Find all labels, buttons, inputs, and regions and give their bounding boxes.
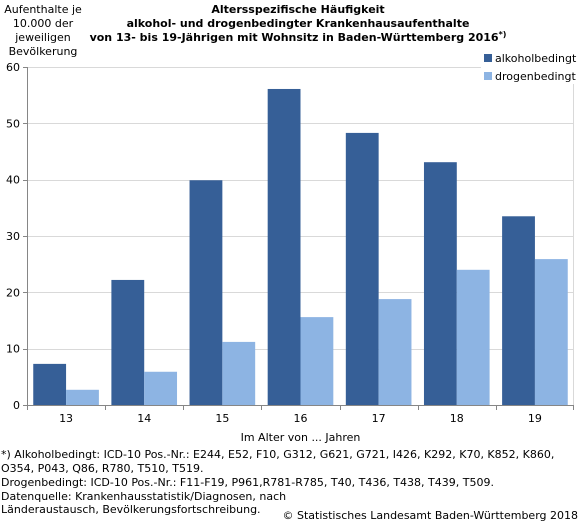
x-tick-label-18: 18	[450, 412, 464, 425]
bar-alkoholbedingt-14	[111, 279, 145, 405]
legend: alkoholbedingt drogenbedingt	[481, 50, 582, 84]
y-tick-label-60: 60	[6, 61, 20, 74]
x-axis-ticks: 13 14 15 16 17 18 19	[27, 405, 574, 425]
bar-drogenbedingt-19	[534, 259, 568, 405]
x-tick-label-13: 13	[59, 412, 73, 425]
copyright: © Statistisches Landesamt Baden-Württemb…	[282, 509, 578, 522]
bar-alkoholbedingt-13	[33, 363, 67, 405]
y-axis-label-line-3: jeweiligen	[14, 31, 71, 44]
y-tick-label-0: 0	[13, 399, 20, 412]
chart-title-line-3-text: von 13- bis 19-Jährigen mit Wohnsitz in …	[90, 31, 499, 44]
x-tick-label-19: 19	[528, 412, 542, 425]
y-axis-ticks: 0 10 20 30 40 50 60	[6, 61, 27, 412]
x-tick-label-14: 14	[137, 412, 151, 425]
y-tick-label-10: 10	[6, 343, 20, 356]
y-axis-label-line-4: Bevölkerung	[9, 45, 78, 58]
bar-drogenbedingt-18	[456, 269, 490, 405]
chart-title: Altersspezifische Häufigkeit alkohol- un…	[90, 3, 507, 44]
bars	[33, 88, 568, 405]
footnote-line-1: *) Alkoholbedingt: ICD-10 Pos.-Nr.: E244…	[1, 448, 554, 461]
bar-drogenbedingt-14	[144, 371, 178, 405]
legend-label-alkoholbedingt: alkoholbedingt	[495, 52, 577, 65]
bar-alkoholbedingt-18	[423, 162, 457, 405]
chart-title-line-1: Altersspezifische Häufigkeit	[211, 3, 384, 16]
axes	[27, 67, 574, 406]
bar-alkoholbedingt-17	[345, 132, 379, 405]
y-axis-label-line-1: Aufenthalte je	[4, 3, 82, 16]
legend-item-drogenbedingt: drogenbedingt	[484, 70, 576, 83]
legend-label-drogenbedingt: drogenbedingt	[495, 70, 576, 83]
legend-background	[481, 50, 582, 84]
legend-swatch-alkoholbedingt	[484, 54, 492, 62]
source-line-1: Datenquelle: Krankenhausstatistik/Diagno…	[1, 490, 286, 503]
y-tick-label-20: 20	[6, 286, 20, 299]
y-tick-label-50: 50	[6, 117, 20, 130]
y-axis-label: Aufenthalte je 10.000 der jeweiligen Bev…	[4, 3, 82, 58]
y-tick-label-40: 40	[6, 174, 20, 187]
legend-swatch-drogenbedingt	[484, 72, 492, 80]
x-tick-label-16: 16	[294, 412, 308, 425]
bar-alkoholbedingt-16	[267, 88, 301, 405]
bar-drogenbedingt-16	[300, 317, 334, 405]
bar-alkoholbedingt-15	[189, 180, 223, 405]
bar-drogenbedingt-15	[222, 341, 256, 405]
footnote-line-3: Drogenbedingt: ICD-10 Pos.-Nr.: F11-F19,…	[1, 476, 494, 489]
x-tick-label-15: 15	[215, 412, 229, 425]
bar-alkoholbedingt-19	[502, 216, 535, 405]
bar-drogenbedingt-13	[66, 389, 99, 405]
legend-item-alkoholbedingt: alkoholbedingt	[484, 52, 577, 65]
x-tick-label-17: 17	[372, 412, 386, 425]
footnotes: *) Alkoholbedingt: ICD-10 Pos.-Nr.: E244…	[1, 448, 554, 516]
footnote-line-2: O354, P043, Q86, R780, T510, T519.	[1, 462, 203, 475]
bar-drogenbedingt-17	[378, 299, 412, 405]
source-line-2: Länderaustausch, Bevölkerungsfortschreib…	[1, 503, 261, 516]
x-axis-label: Im Alter von ... Jahren	[241, 431, 361, 444]
y-axis-label-line-2: 10.000 der	[13, 17, 74, 30]
title-footnote-marker: *)	[499, 30, 507, 39]
chart-title-line-2: alkohol- und drogenbedingter Krankenhaus…	[127, 17, 470, 30]
chart-title-line-3: von 13- bis 19-Jährigen mit Wohnsitz in …	[90, 30, 507, 44]
y-tick-label-30: 30	[6, 230, 20, 243]
